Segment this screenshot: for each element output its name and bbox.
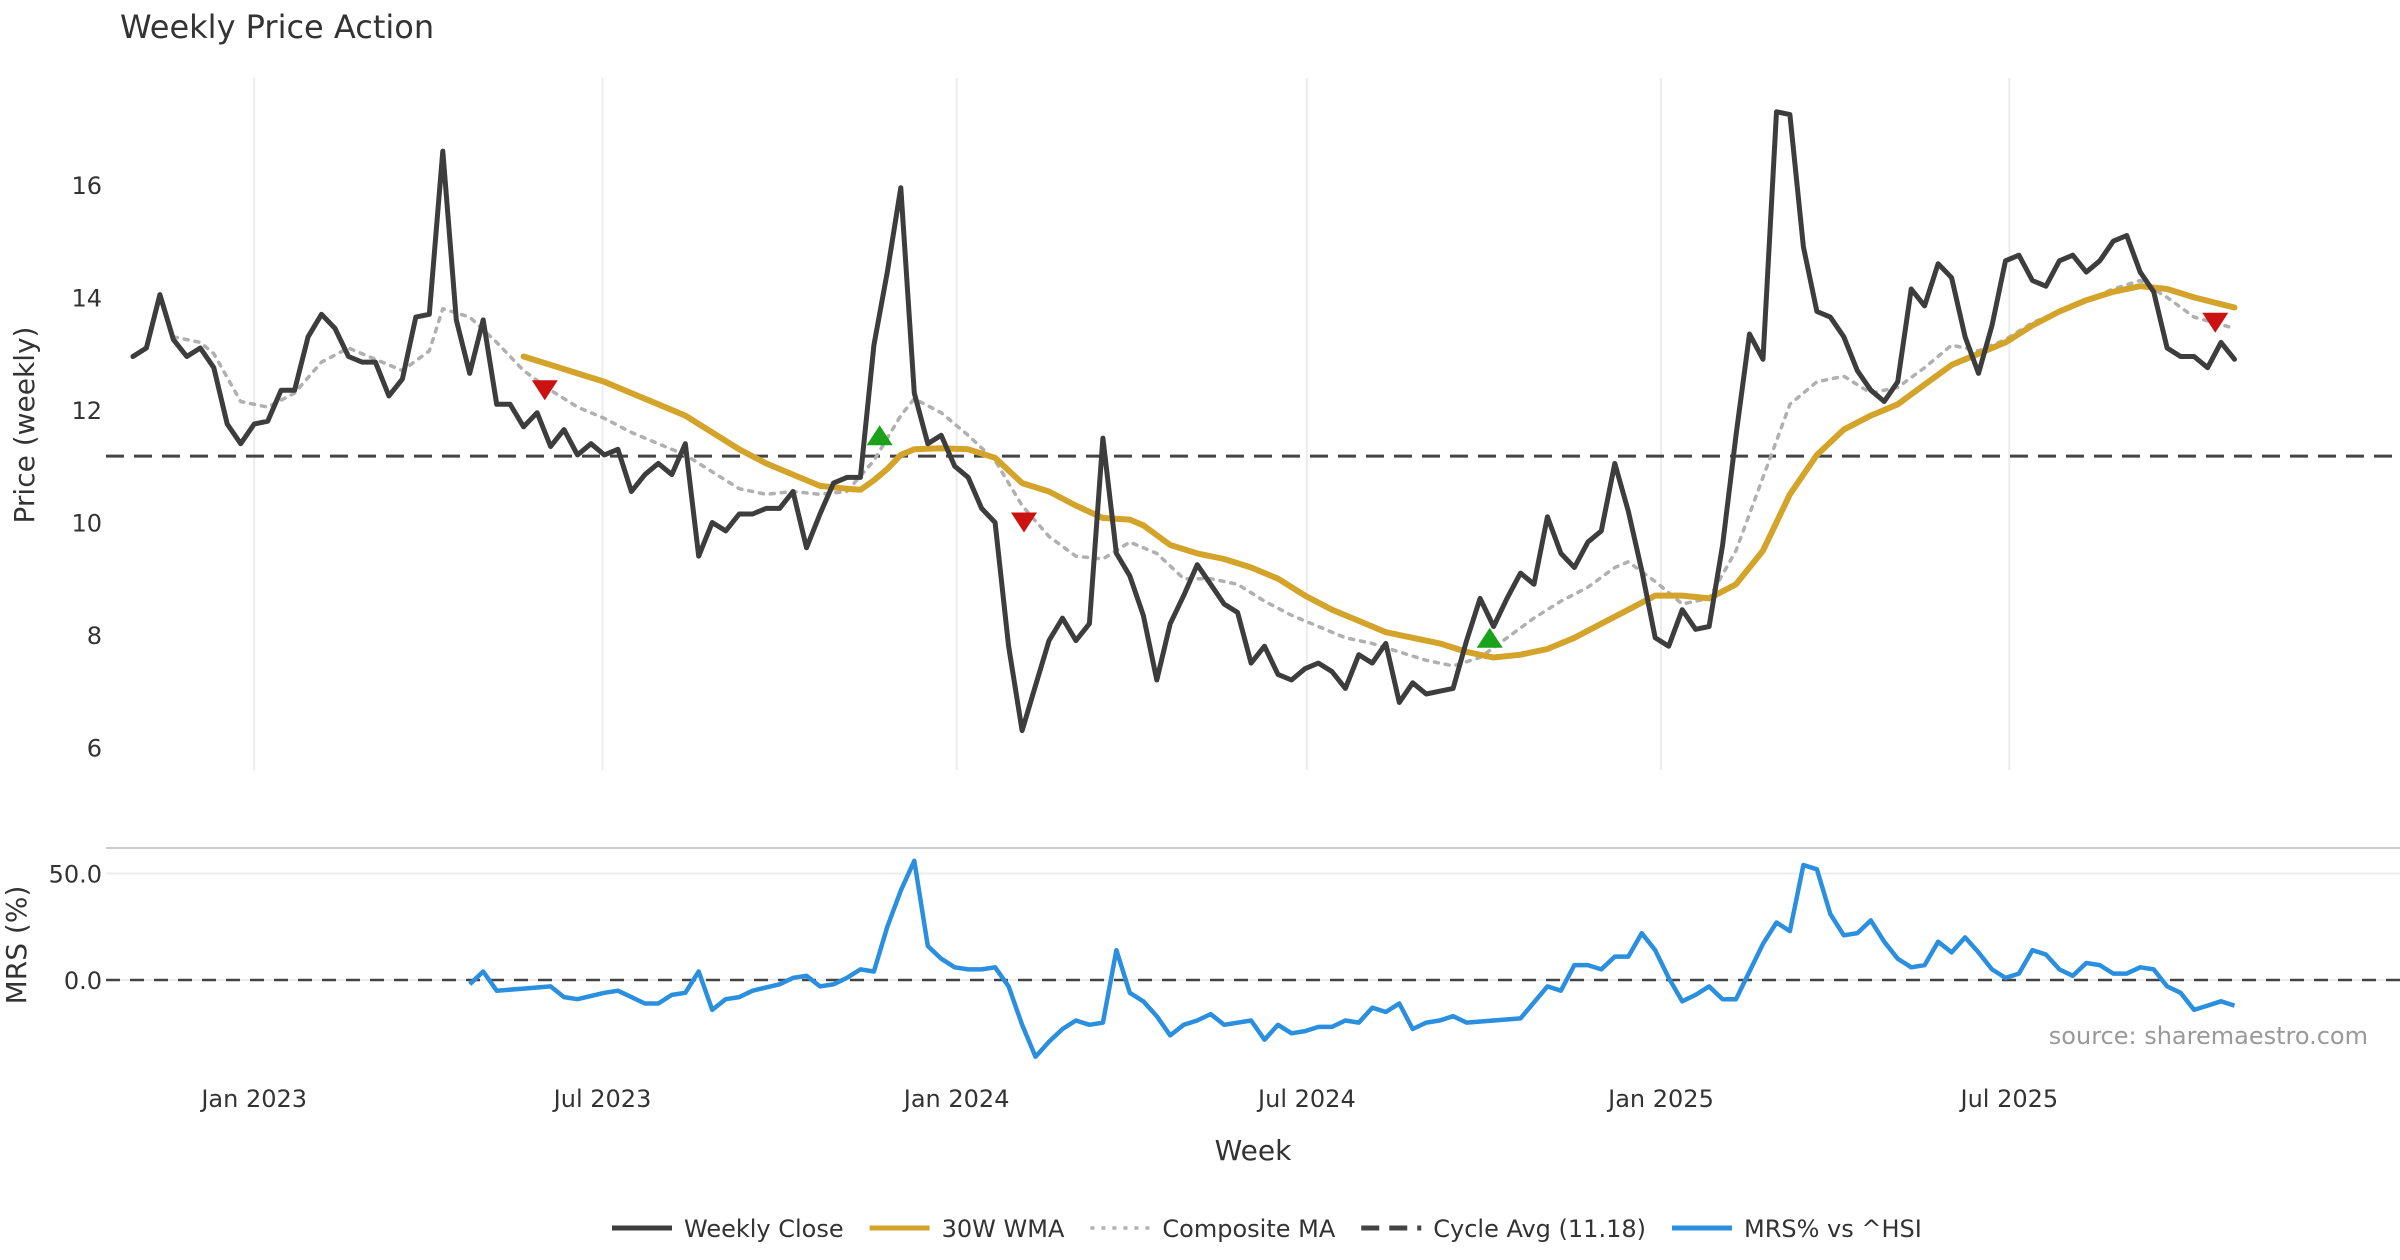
price-y-tick-label: 14 (71, 284, 102, 312)
buy-signal-marker (1476, 627, 1503, 648)
mrs-series-group (106, 858, 2400, 1059)
series-line-composite (171, 278, 2237, 668)
source-credit: source: sharemaestro.com (2049, 1022, 2368, 1050)
x-tick-label: Jan 2024 (902, 1085, 1010, 1113)
signal-markers (531, 312, 2229, 648)
x-tick-label: Jul 2025 (1958, 1085, 2058, 1113)
legend-item-composite: Composite MA (1090, 1215, 1336, 1243)
series-line-close (130, 109, 2237, 734)
sell-signal-marker (1010, 512, 1037, 533)
legend: Weekly Close 30W WMA Composite MA Cycle Avg… (612, 1215, 1922, 1243)
price-y-tick-label: 10 (71, 509, 102, 537)
legend-item-mrs: MRS% vs ^HSI (1671, 1215, 1922, 1243)
legend-label: 30W WMA (942, 1215, 1065, 1243)
mrs-y-tick-label: 0.0 (64, 967, 102, 995)
price-y-tick-label: 12 (71, 397, 102, 425)
sell-signal-marker (531, 380, 558, 401)
mrs-y-axis-label: MRS (%) (0, 886, 33, 1005)
legend-label: Cycle Avg (11.18) (1433, 1215, 1646, 1243)
x-axis-label: Week (1215, 1134, 1292, 1167)
price-series-group (106, 109, 2400, 734)
chart-title: Weekly Price Action (120, 8, 434, 46)
series-line-wma (520, 283, 2238, 661)
series-line-mrs (468, 858, 2236, 1059)
price-y-tick-label: 8 (87, 622, 102, 650)
legend-item-close: Weekly Close (612, 1215, 844, 1243)
mrs-panel: 50.0 0.0 MRS (%) source: sharemaestro.com (0, 858, 2400, 1059)
mrs-y-tick-label: 50.0 (49, 861, 102, 889)
sell-signal-marker (2202, 312, 2229, 333)
x-tick-label: Jul 2023 (552, 1085, 652, 1113)
buy-signal-marker (866, 425, 893, 446)
legend-item-wma: 30W WMA (869, 1215, 1065, 1243)
legend-label: Composite MA (1162, 1215, 1335, 1243)
price-y-tick-label: 6 (87, 734, 102, 762)
x-tick-label: Jul 2024 (1256, 1085, 1356, 1113)
price-y-axis-label: Price (weekly) (8, 327, 41, 524)
legend-item-cycle: Cycle Avg (11.18) (1361, 1215, 1646, 1243)
price-y-tick-label: 16 (71, 172, 102, 200)
x-tick-label: Jan 2025 (1606, 1085, 1714, 1113)
legend-label: MRS% vs ^HSI (1744, 1215, 1922, 1243)
price-gridlines (253, 78, 2011, 770)
mrs-y-axis: 50.0 0.0 (49, 861, 2400, 995)
x-axis: Jan 2023 Jul 2023 Jan 2024 Jul 2024 Jan 2025… (199, 1085, 2058, 1113)
price-y-axis: 6 8 10 12 14 16 (71, 172, 102, 763)
legend-label: Weekly Close (684, 1215, 844, 1243)
x-tick-label: Jan 2023 (199, 1085, 307, 1113)
price-panel: 6 8 10 12 14 16 Price (weekly) (8, 78, 2400, 770)
